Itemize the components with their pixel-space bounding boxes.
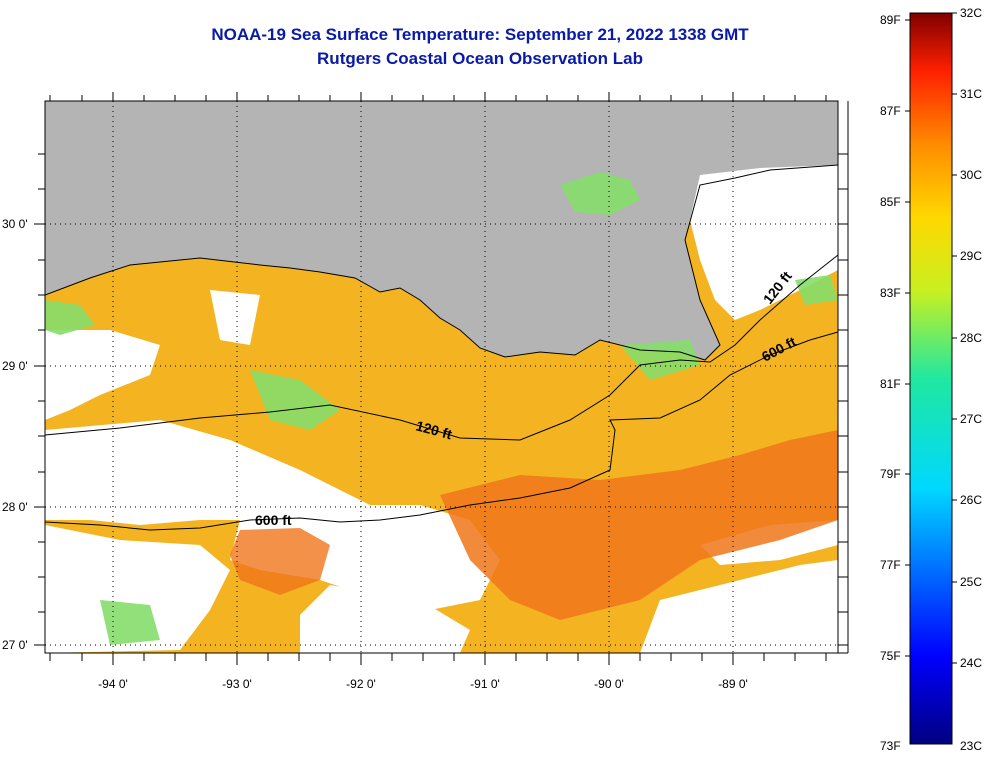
coastline	[45, 164, 838, 361]
colorbar-c-label: 24C	[960, 656, 982, 670]
colorbar-f-label: 83F	[880, 286, 901, 300]
map-subtitle: Rutgers Coastal Ocean Observation Lab	[317, 49, 643, 68]
lon-label: -92 0'	[346, 677, 376, 691]
colorbar-f-label: 89F	[880, 13, 901, 27]
warm-water-core	[440, 430, 838, 620]
lat-label: 27 0'	[2, 638, 28, 652]
lon-label: -91 0'	[470, 677, 500, 691]
colorbar-f-label: 79F	[880, 467, 901, 481]
contour-label-600ft: 600 ft	[255, 512, 292, 528]
lon-label: -94 0'	[98, 677, 128, 691]
lon-label: -89 0'	[718, 677, 748, 691]
colorbar-f-label: 87F	[880, 104, 901, 118]
lat-label: 30 0'	[2, 217, 28, 231]
colorbar-c-label: 28C	[960, 331, 982, 345]
colorbar-c-label: 32C	[960, 6, 982, 20]
colorbar-c-label: 26C	[960, 493, 982, 507]
temperature-colorbar: 89F 87F 85F 83F 81F 79F 77F 75F 73F 32C …	[880, 6, 982, 753]
cloud-cover	[45, 165, 838, 653]
colorbar-c-label: 31C	[960, 87, 982, 101]
lat-label: 29 0'	[2, 359, 28, 373]
colorbar-f-label: 77F	[880, 558, 901, 572]
colorbar-c-label: 25C	[960, 575, 982, 589]
contour-600ft	[45, 331, 838, 531]
contour-120ft	[45, 254, 838, 441]
lat-label: 28 0'	[2, 500, 28, 514]
colorbar-c-label: 29C	[960, 249, 982, 263]
colorbar-f-label: 81F	[880, 377, 901, 391]
colorbar-f-label: 75F	[880, 649, 901, 663]
colorbar-c-label: 30C	[960, 168, 982, 182]
colorbar-c-label: 23C	[960, 739, 982, 753]
colorbar-f-label: 73F	[880, 739, 901, 753]
axis-ticks	[34, 92, 848, 665]
colorbar-f-label: 85F	[880, 195, 901, 209]
land-area	[45, 101, 838, 360]
graticule	[45, 101, 838, 653]
warm-water-west	[230, 528, 330, 595]
map-area	[45, 101, 838, 653]
map-title: NOAA-19 Sea Surface Temperature: Septemb…	[211, 25, 749, 44]
lon-label: -93 0'	[222, 677, 252, 691]
lon-label: -90 0'	[594, 677, 624, 691]
colorbar-c-label: 27C	[960, 412, 982, 426]
